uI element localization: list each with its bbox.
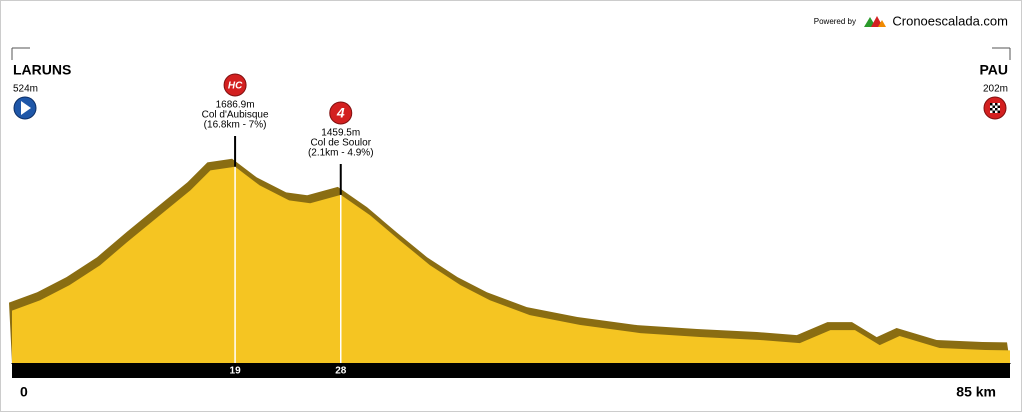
- x-axis-bar: [12, 363, 1010, 378]
- climb-category: HC: [228, 81, 243, 92]
- start-name: LARUNS: [13, 62, 71, 78]
- brand-logo: [864, 16, 886, 27]
- start-elevation: 524m: [13, 84, 38, 95]
- climb-badge: [223, 73, 247, 97]
- start-icon: [13, 96, 37, 120]
- climb-elevation: 1459.5m: [321, 128, 360, 139]
- climb-name: Col d'Aubisque: [202, 110, 269, 121]
- finish-name: PAU: [979, 62, 1008, 78]
- climb-details: (16.8km - 7%): [204, 120, 267, 131]
- x-tick-label: 19: [230, 366, 242, 377]
- finish-elevation: 202m: [983, 84, 1008, 95]
- x-tick-label: 85 km: [956, 384, 996, 400]
- powered-by: Powered by: [814, 17, 856, 26]
- finish-icon: [983, 96, 1007, 120]
- climb-elevation: 1686.9m: [216, 100, 255, 111]
- x-tick-label: 0: [20, 384, 28, 400]
- climb-badge: [329, 101, 353, 125]
- climb-category: 4: [336, 105, 345, 121]
- brand-name: Cronoescalada.com: [892, 13, 1008, 28]
- profile-area: [12, 166, 1010, 363]
- x-tick-label: 28: [335, 366, 347, 377]
- climb-details: (2.1km - 4.9%): [308, 148, 374, 159]
- climb-name: Col de Soulor: [310, 138, 371, 149]
